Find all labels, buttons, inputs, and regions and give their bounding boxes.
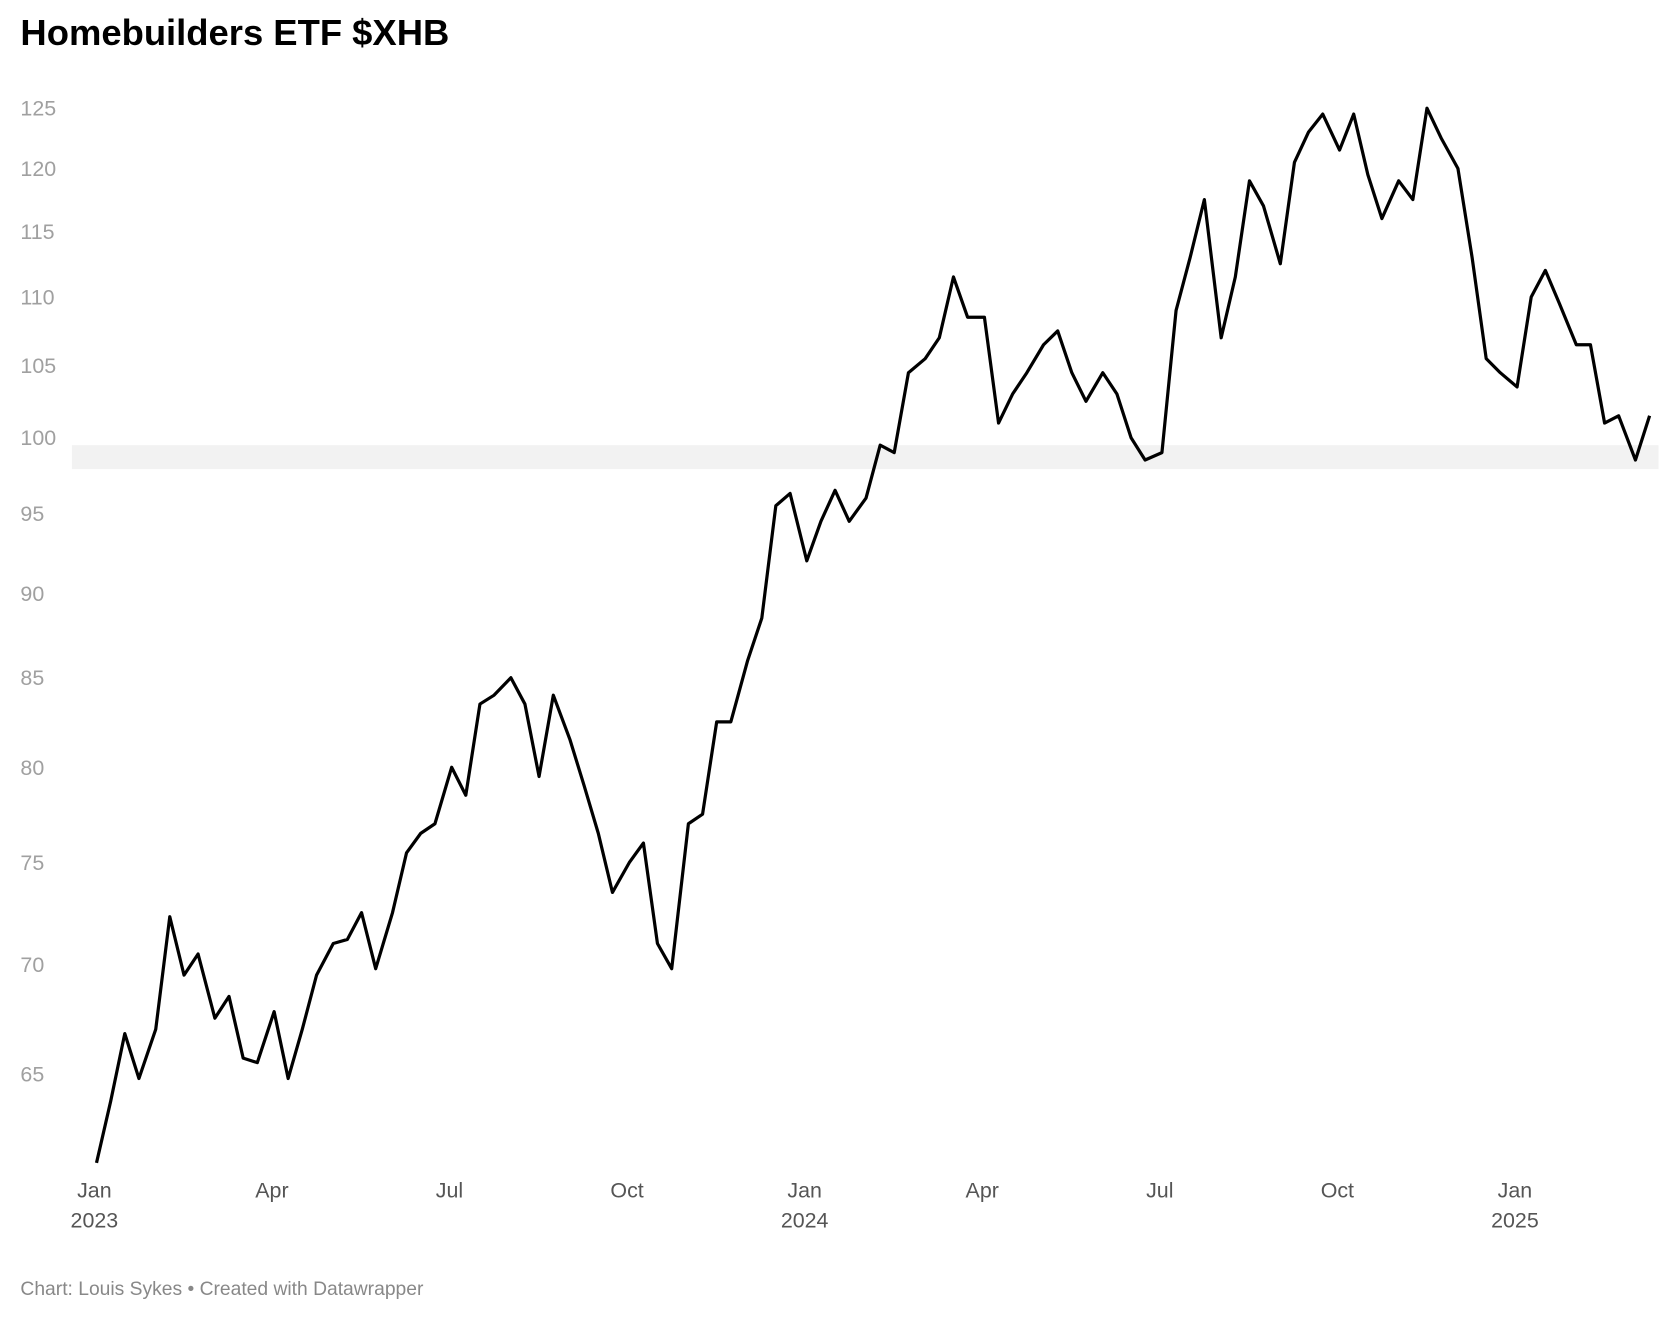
price-line [94,106,1652,1164]
x-tick-label: Oct [610,1179,643,1203]
y-tick-label: 115 [20,220,54,244]
y-tick-label: 65 [20,1062,44,1086]
y-tick-label: 110 [20,285,54,309]
x-tick-year: 2025 [1491,1209,1539,1233]
y-tick-label: 70 [20,953,44,977]
x-tick-label: Jan [77,1179,112,1203]
x-tick-label: Oct [1321,1179,1354,1203]
x-tick-year: 2023 [71,1209,119,1233]
footer: Chart: Louis Sykes • Created with Datawr… [20,1279,424,1300]
x-tick-label: Jul [1146,1179,1173,1203]
x-tick-label: Jul [436,1179,463,1203]
x-tick-label: Apr [255,1179,288,1203]
y-tick-label: 85 [20,666,44,690]
y-tick-label: 95 [20,502,44,526]
x-tick-label: Jan [1498,1179,1533,1203]
x-tick-label: Apr [966,1179,999,1203]
x-tick-year: 2024 [781,1209,829,1233]
x-tick-label: Jan [787,1179,822,1203]
y-tick-label: 75 [20,851,44,875]
y-tick-label: 80 [20,756,44,780]
y-tick-label: 125 [20,97,56,121]
chart-title: Homebuilders ETF $XHB [20,12,449,53]
y-tick-label: 100 [20,426,56,450]
highlight-band [71,445,1659,470]
y-tick-label: 90 [20,582,44,606]
y-tick-label: 105 [20,354,56,378]
y-tick-label: 120 [20,157,56,181]
